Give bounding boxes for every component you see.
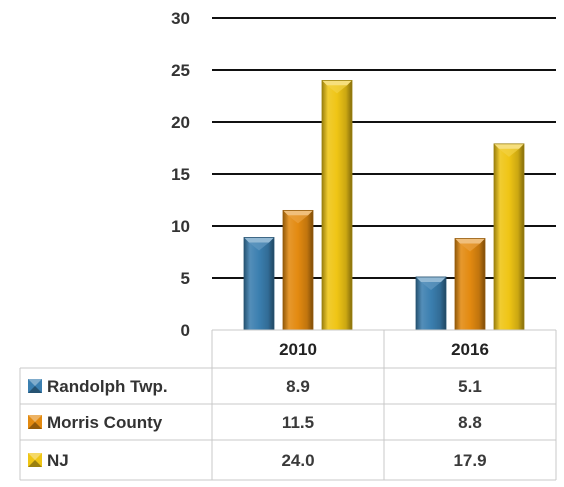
legend-label: Morris County [47,413,163,432]
bar [493,143,525,331]
legend-key [28,453,42,467]
y-tick-label: 0 [181,321,190,340]
y-tick-label: 10 [171,217,190,236]
bar [282,209,314,331]
data-table-cell: 8.8 [458,413,482,432]
x-category-label: 2016 [451,340,489,359]
data-table: 2010 2016 Randolph Twp. 8.9 5.1 Morris County… [19,329,557,481]
legend-label: Randolph Twp. [47,377,168,396]
bars [243,80,525,331]
y-tick-label: 25 [171,61,190,80]
y-tick-label: 20 [171,113,190,132]
bar [243,237,275,331]
bar [454,238,486,331]
y-tick-label: 15 [171,165,190,184]
data-table-cell: 11.5 [282,413,314,432]
legend-key [28,379,42,393]
x-category-label: 2010 [279,340,317,359]
y-tick-label: 5 [181,269,190,288]
y-tick-label: 30 [171,9,190,28]
legend-label: NJ [47,451,69,470]
data-table-cell: 5.1 [458,377,482,396]
data-table-cell: 8.9 [286,377,310,396]
bar [321,80,353,331]
data-table-cell: 17.9 [453,451,486,470]
data-table-cell: 24.0 [281,451,314,470]
legend-key [28,415,42,429]
y-axis: 0 5 10 15 20 25 30 [171,9,190,340]
bar [415,276,447,331]
